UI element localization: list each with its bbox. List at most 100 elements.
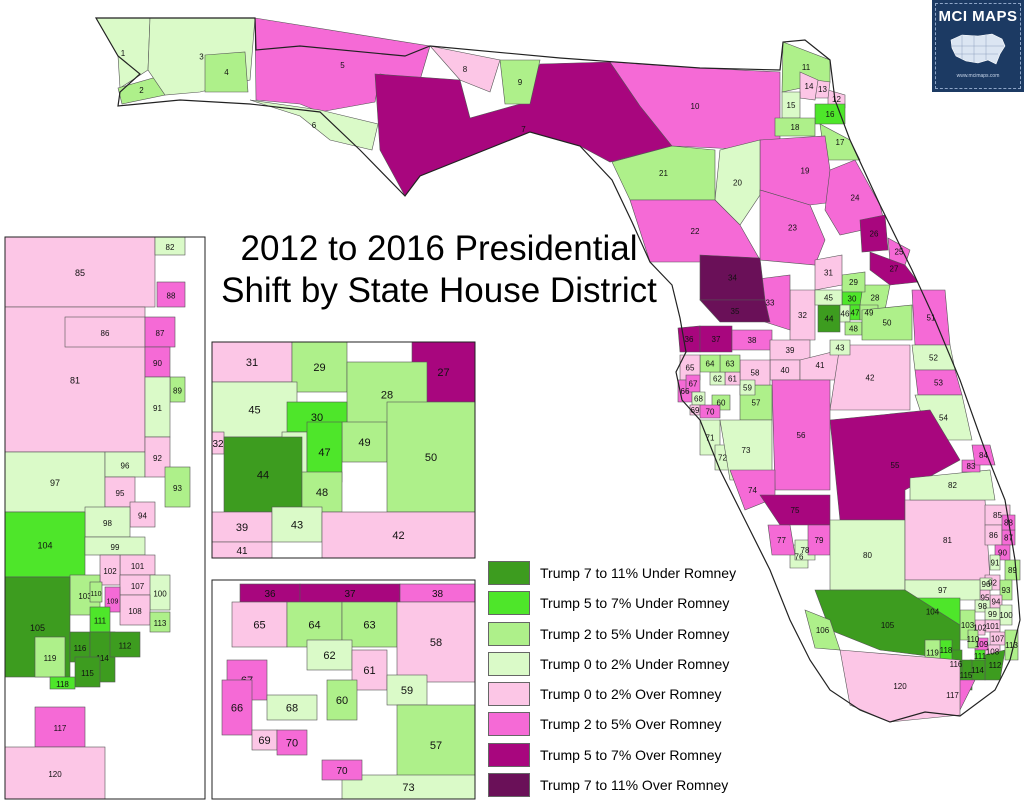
district-110 — [967, 629, 979, 649]
district-label-14: 14 — [805, 82, 814, 91]
district-label-52: 52 — [929, 354, 938, 363]
district-label-112: 112 — [989, 661, 1002, 670]
district-label-107: 107 — [991, 635, 1005, 644]
tampa-inset-label-63: 63 — [363, 620, 375, 632]
tampa-inset-district-70-south — [321, 759, 363, 781]
district-label-13: 13 — [818, 85, 827, 94]
district-label-2: 2 — [139, 86, 144, 95]
orlando-inset-district-39 — [211, 511, 273, 543]
district-label-42: 42 — [866, 374, 875, 383]
district-label-113: 113 — [1005, 641, 1018, 650]
southeast-inset-label-91: 91 — [153, 404, 162, 413]
district-label-50: 50 — [883, 319, 892, 328]
district-50 — [861, 304, 913, 341]
southeast-inset-label-117: 117 — [54, 724, 67, 733]
district-5 — [254, 17, 431, 113]
district-label-73: 73 — [742, 446, 751, 455]
district-label-90: 90 — [998, 549, 1007, 558]
southeast-inset-label-111: 111 — [94, 617, 107, 626]
southeast-inset-label-102: 102 — [103, 567, 117, 576]
orlando-inset-district-48 — [301, 471, 343, 513]
legend-label: Trump 0 to 2% Over Romney — [540, 686, 722, 703]
southeast-inset-district-90 — [144, 346, 171, 378]
map-title-line-1: 2012 to 2016 Presidential — [240, 229, 638, 268]
southeast-inset-district-87 — [144, 316, 176, 348]
district-label-114: 114 — [971, 666, 984, 675]
southeast-inset-district-120 — [4, 746, 106, 800]
district-29 — [841, 271, 866, 293]
district-label-55: 55 — [891, 461, 900, 470]
district-label-12: 12 — [832, 95, 841, 104]
district-label-33: 33 — [766, 299, 775, 308]
district-label-49: 49 — [865, 309, 874, 318]
district-label-31: 31 — [824, 269, 833, 278]
district-82 — [909, 469, 996, 501]
tampa-inset-label-65: 65 — [253, 620, 265, 632]
district-label-118: 118 — [940, 646, 953, 655]
district-label-79: 79 — [815, 536, 824, 545]
district-label-108: 108 — [986, 648, 1000, 657]
district-label-119: 119 — [926, 649, 939, 658]
district-18 — [774, 117, 816, 137]
district-label-74: 74 — [748, 486, 757, 495]
southeast-inset-district-97 — [4, 451, 106, 513]
southeast-inset-district-102 — [99, 554, 121, 586]
legend-swatch — [488, 682, 530, 707]
southeast-inset-label-103: 103 — [78, 592, 92, 601]
district-label-70: 70 — [706, 408, 715, 417]
district-label-21: 21 — [659, 169, 668, 178]
southeast-inset-label-114: 114 — [96, 654, 109, 663]
tampa-inset-label-61: 61 — [363, 665, 375, 677]
legend-item: Trump 0 to 2% Under Romney — [488, 649, 768, 679]
district-label-81: 81 — [943, 536, 952, 545]
southeast-inset-district-91 — [144, 376, 171, 438]
legend-label: Trump 0 to 2% Under Romney — [540, 655, 730, 672]
southeast-inset-label-95: 95 — [116, 489, 125, 498]
legend-item: Trump 7 to 11% Under Romney — [488, 558, 768, 588]
orlando-inset-label-42: 42 — [392, 530, 404, 542]
district-43 — [829, 339, 851, 356]
legend-swatch — [488, 621, 530, 646]
district-93 — [999, 579, 1013, 601]
district-35 — [699, 299, 771, 323]
map-title: 2012 to 2016 Presidential Shift by State… — [200, 228, 678, 312]
orlando-inset-label-31: 31 — [246, 357, 258, 369]
district-label-61: 61 — [728, 375, 737, 384]
southeast-inset-label-98: 98 — [103, 519, 112, 528]
tampa-inset-district-73 — [341, 774, 476, 800]
tampa-inset-district-66 — [221, 679, 253, 736]
district-label-7: 7 — [521, 125, 526, 134]
legend-label: Trump 5 to 7% Over Romney — [540, 746, 722, 763]
legend-label: Trump 2 to 5% Over Romney — [540, 716, 722, 733]
tampa-inset-label-60: 60 — [336, 695, 348, 707]
district-label-101: 101 — [986, 622, 1000, 631]
district-label-41: 41 — [816, 361, 825, 370]
southeast-inset-label-109: 109 — [107, 599, 119, 606]
district-label-82: 82 — [948, 481, 957, 490]
district-label-96: 96 — [982, 580, 991, 589]
orlando-inset-label-30: 30 — [311, 412, 323, 424]
district-56 — [771, 379, 831, 491]
district-120 — [839, 649, 961, 723]
district-label-27: 27 — [890, 265, 899, 274]
orlando-inset-district-29 — [291, 341, 348, 393]
tampa-inset-label-37: 37 — [344, 589, 356, 600]
district-label-76: 76 — [795, 553, 804, 562]
district-label-59: 59 — [743, 384, 752, 393]
orlando-inset-label-50: 50 — [425, 452, 437, 464]
district-label-115: 115 — [960, 671, 973, 680]
district-label-92: 92 — [988, 579, 997, 588]
legend-label: Trump 7 to 11% Over Romney — [540, 777, 729, 794]
southeast-inset-district-115 — [74, 656, 101, 688]
southeast-inset-label-97: 97 — [50, 478, 60, 488]
tampa-inset-district-65 — [231, 601, 288, 648]
district-label-9: 9 — [518, 78, 523, 87]
orlando-inset-label-32: 32 — [212, 439, 224, 450]
district-label-4: 4 — [224, 68, 229, 77]
orlando-inset-district-42 — [321, 511, 476, 559]
southeast-inset-label-112: 112 — [119, 642, 132, 651]
district-label-26: 26 — [870, 230, 879, 239]
district-31 — [814, 254, 843, 291]
orlando-inset-label-48: 48 — [316, 487, 328, 499]
district-label-29: 29 — [849, 278, 858, 287]
